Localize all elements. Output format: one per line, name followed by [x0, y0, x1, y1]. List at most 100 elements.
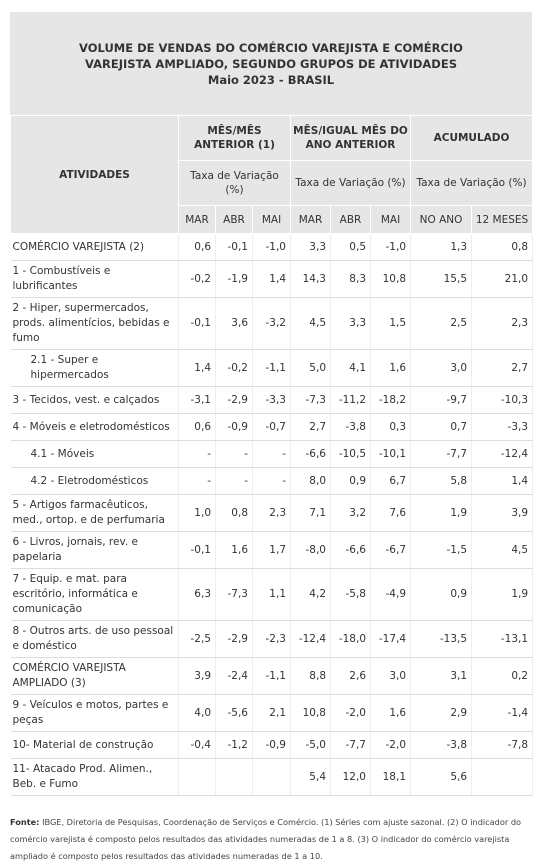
- value-cell: -0,1: [178, 531, 216, 569]
- value-cell: 7,1: [290, 494, 331, 532]
- activity-label: 7 - Equip. e mat. para escritório, infor…: [10, 568, 179, 621]
- value-cell: 0,2: [471, 657, 534, 695]
- value-cell: -7,3: [290, 386, 331, 414]
- value-cell: 0,6: [178, 413, 216, 441]
- value-cell: -1,0: [370, 233, 412, 261]
- value-cell: -10,3: [471, 386, 534, 414]
- value-cell: -: [178, 467, 216, 495]
- value-cell: 0,7: [410, 413, 473, 441]
- value-cell: -6,7: [370, 531, 412, 569]
- table-row: 7 - Equip. e mat. para escritório, infor…: [10, 568, 534, 621]
- value-cell: 1,0: [178, 494, 216, 532]
- activity-label: 1 - Combustíveis e lubrificantes: [10, 260, 179, 298]
- value-cell: 6,7: [370, 467, 412, 495]
- value-cell: -6,6: [290, 440, 331, 468]
- column-header: NO ANO: [410, 205, 473, 234]
- activity-label: 10- Material de construção: [10, 731, 179, 759]
- table-header: ATIVIDADES MÊS/MÊS ANTERIOR (1) MÊS/IGUAL …: [10, 115, 534, 234]
- activity-label: 4.1 - Móveis: [10, 440, 179, 468]
- value-cell: [215, 758, 253, 796]
- value-cell: -7,7: [410, 440, 473, 468]
- value-cell: 1,7: [252, 531, 291, 569]
- value-cell: 0,6: [178, 233, 216, 261]
- value-cell: -: [252, 467, 291, 495]
- value-cell: 2,9: [410, 694, 473, 732]
- value-cell: -: [215, 467, 253, 495]
- value-cell: 1,1: [252, 568, 291, 621]
- header-row: MAR ABR MAI MAR ABR MAI NO ANO 12 MESES: [11, 205, 534, 234]
- column-header: ABR: [215, 205, 253, 234]
- value-cell: 8,0: [290, 467, 331, 495]
- table-row: 3 - Tecidos, vest. e calçados -3,1 -2,9 -3,…: [10, 386, 534, 414]
- value-cell: -3,1: [178, 386, 216, 414]
- value-cell: 1,3: [410, 233, 473, 261]
- value-cell: -2,0: [370, 731, 412, 759]
- value-cell: 10,8: [370, 260, 412, 298]
- group-subheader: Taxa de Variação (%): [410, 160, 534, 206]
- value-cell: -10,5: [330, 440, 371, 468]
- value-cell: -13,5: [410, 620, 473, 658]
- value-cell: 3,3: [330, 297, 371, 350]
- value-cell: 1,9: [471, 568, 534, 621]
- group-header: ACUMULADO: [410, 115, 534, 161]
- value-cell: -1,0: [252, 233, 291, 261]
- value-cell: -0,9: [252, 731, 291, 759]
- value-cell: 5,6: [410, 758, 473, 796]
- group-header: MÊS/MÊS ANTERIOR (1): [178, 115, 291, 161]
- table-row: 4 - Móveis e eletrodomésticos 0,6 -0,9 -0,7…: [10, 413, 534, 441]
- value-cell: 1,4: [252, 260, 291, 298]
- value-cell: -0,1: [178, 297, 216, 350]
- footnote-source: Fonte:: [10, 817, 40, 827]
- table-row: 4.1 - Móveis - - - -6,6 -10,5 -10,1 -7,7 -12,4: [10, 440, 534, 468]
- value-cell: 2,1: [252, 694, 291, 732]
- value-cell: -2,5: [178, 620, 216, 658]
- value-cell: 4,2: [290, 568, 331, 621]
- title-line: VOLUME DE VENDAS DO COMÉRCIO VAREJISTA E…: [79, 40, 463, 55]
- value-cell: 3,1: [410, 657, 473, 695]
- value-cell: -0,7: [252, 413, 291, 441]
- value-cell: 1,6: [370, 694, 412, 732]
- value-cell: -3,3: [252, 386, 291, 414]
- value-cell: -2,3: [252, 620, 291, 658]
- value-cell: 3,6: [215, 297, 253, 350]
- value-cell: -6,6: [330, 531, 371, 569]
- activity-label: 9 - Veículos e motos, partes e peças: [10, 694, 179, 732]
- value-cell: 1,6: [215, 531, 253, 569]
- value-cell: -12,4: [471, 440, 534, 468]
- value-cell: -9,7: [410, 386, 473, 414]
- activity-label: 3 - Tecidos, vest. e calçados: [10, 386, 179, 414]
- value-cell: 14,3: [290, 260, 331, 298]
- value-cell: -7,7: [330, 731, 371, 759]
- activities-header: ATIVIDADES: [10, 115, 179, 234]
- data-table: ATIVIDADES MÊS/MÊS ANTERIOR (1) MÊS/IGUAL …: [10, 115, 534, 796]
- value-cell: 4,1: [330, 349, 371, 387]
- activity-label: COMÉRCIO VAREJISTA (2): [10, 233, 179, 261]
- value-cell: 15,5: [410, 260, 473, 298]
- value-cell: 7,6: [370, 494, 412, 532]
- value-cell: 3,0: [370, 657, 412, 695]
- value-cell: -13,1: [471, 620, 534, 658]
- value-cell: 0,5: [330, 233, 371, 261]
- value-cell: 18,1: [370, 758, 412, 796]
- value-cell: 0,8: [215, 494, 253, 532]
- column-header: MAR: [178, 205, 216, 234]
- value-cell: -10,1: [370, 440, 412, 468]
- value-cell: -12,4: [290, 620, 331, 658]
- activity-label: 2 - Hiper, supermercados, prods. aliment…: [10, 297, 179, 350]
- table-row: 9 - Veículos e motos, partes e peças 4,0-…: [10, 694, 534, 732]
- value-cell: -1,1: [252, 657, 291, 695]
- value-cell: [252, 758, 291, 796]
- value-cell: -4,9: [370, 568, 412, 621]
- value-cell: 2,7: [290, 413, 331, 441]
- value-cell: 2,7: [471, 349, 534, 387]
- value-cell: 8,8: [290, 657, 331, 695]
- title-line: VAREJISTA AMPLIADO, SEGUNDO GRUPOS DE AT…: [85, 56, 457, 71]
- value-cell: 2,5: [410, 297, 473, 350]
- value-cell: -5,0: [290, 731, 331, 759]
- group-subheader: Taxa de Variação (%): [178, 160, 291, 206]
- table-row: 6 - Livros, jornais, rev. e papelaria -0,…: [10, 531, 534, 569]
- column-header: 12 MESES: [471, 205, 534, 234]
- value-cell: -3,2: [252, 297, 291, 350]
- value-cell: 3,3: [290, 233, 331, 261]
